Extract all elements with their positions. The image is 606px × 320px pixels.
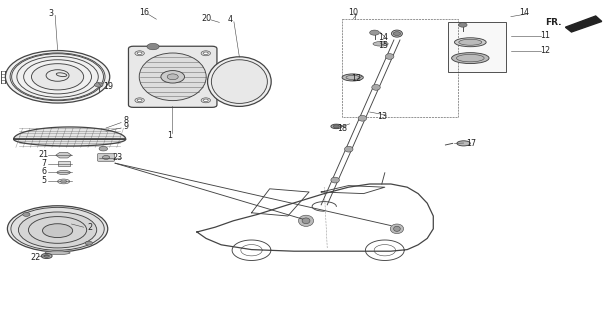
Ellipse shape bbox=[5, 51, 110, 103]
Circle shape bbox=[102, 156, 110, 159]
Text: 23: 23 bbox=[113, 153, 122, 162]
Text: 5: 5 bbox=[41, 176, 46, 185]
Ellipse shape bbox=[394, 226, 401, 231]
Ellipse shape bbox=[457, 141, 470, 146]
Circle shape bbox=[22, 212, 30, 216]
Text: 19: 19 bbox=[103, 82, 113, 91]
Circle shape bbox=[135, 51, 144, 56]
Text: 9: 9 bbox=[124, 122, 128, 131]
Ellipse shape bbox=[344, 146, 353, 152]
Text: 14: 14 bbox=[378, 33, 388, 42]
Ellipse shape bbox=[451, 53, 489, 64]
Circle shape bbox=[147, 44, 159, 50]
Text: 18: 18 bbox=[338, 124, 347, 132]
Ellipse shape bbox=[44, 255, 50, 257]
Ellipse shape bbox=[18, 212, 97, 248]
Ellipse shape bbox=[57, 170, 70, 175]
Ellipse shape bbox=[391, 30, 402, 37]
Ellipse shape bbox=[390, 224, 404, 234]
Circle shape bbox=[99, 147, 108, 151]
Ellipse shape bbox=[342, 74, 364, 81]
Text: 12: 12 bbox=[541, 46, 550, 55]
Circle shape bbox=[85, 241, 93, 245]
Polygon shape bbox=[14, 127, 126, 146]
Ellipse shape bbox=[42, 224, 73, 237]
Ellipse shape bbox=[302, 218, 310, 224]
Ellipse shape bbox=[299, 215, 314, 227]
Ellipse shape bbox=[41, 253, 52, 259]
Text: 13: 13 bbox=[377, 112, 387, 121]
Ellipse shape bbox=[61, 180, 67, 183]
Ellipse shape bbox=[372, 84, 381, 90]
Text: 21: 21 bbox=[39, 150, 48, 159]
Circle shape bbox=[167, 74, 178, 80]
Ellipse shape bbox=[211, 60, 267, 103]
Text: 10: 10 bbox=[348, 8, 358, 17]
Circle shape bbox=[204, 99, 208, 101]
Ellipse shape bbox=[28, 217, 87, 243]
Polygon shape bbox=[565, 16, 602, 32]
Ellipse shape bbox=[331, 124, 342, 129]
Circle shape bbox=[135, 98, 144, 103]
Text: 15: 15 bbox=[378, 41, 388, 50]
FancyBboxPatch shape bbox=[98, 154, 115, 161]
Text: 3: 3 bbox=[48, 9, 53, 18]
Circle shape bbox=[459, 23, 467, 27]
Ellipse shape bbox=[45, 251, 70, 255]
Ellipse shape bbox=[385, 53, 394, 60]
Text: 7: 7 bbox=[41, 159, 46, 168]
Ellipse shape bbox=[454, 38, 486, 47]
Polygon shape bbox=[56, 152, 72, 158]
Bar bbox=[58, 161, 70, 166]
Circle shape bbox=[201, 98, 210, 103]
Ellipse shape bbox=[331, 177, 339, 183]
Ellipse shape bbox=[7, 206, 108, 252]
Text: 8: 8 bbox=[124, 116, 128, 125]
Circle shape bbox=[370, 30, 379, 35]
Text: 1: 1 bbox=[167, 131, 172, 140]
Circle shape bbox=[333, 125, 339, 128]
Ellipse shape bbox=[373, 42, 388, 46]
Text: 17: 17 bbox=[467, 139, 476, 148]
Ellipse shape bbox=[11, 207, 104, 250]
Bar bbox=[448, 22, 506, 72]
Circle shape bbox=[95, 83, 103, 87]
Ellipse shape bbox=[139, 53, 206, 100]
Text: 14: 14 bbox=[519, 8, 529, 17]
Circle shape bbox=[161, 71, 184, 83]
Circle shape bbox=[204, 52, 208, 54]
Text: FR.: FR. bbox=[545, 18, 562, 27]
Ellipse shape bbox=[459, 39, 482, 45]
Text: 6: 6 bbox=[41, 167, 46, 176]
Circle shape bbox=[137, 99, 142, 101]
Text: 4: 4 bbox=[228, 15, 233, 24]
Text: 22: 22 bbox=[30, 253, 40, 262]
Ellipse shape bbox=[32, 64, 84, 90]
Text: 11: 11 bbox=[541, 31, 550, 40]
Text: 20: 20 bbox=[201, 14, 211, 23]
Text: 2: 2 bbox=[87, 223, 92, 232]
Circle shape bbox=[137, 52, 142, 54]
FancyBboxPatch shape bbox=[128, 46, 217, 108]
Text: 16: 16 bbox=[139, 8, 149, 17]
Ellipse shape bbox=[58, 179, 70, 184]
Ellipse shape bbox=[207, 57, 271, 107]
Circle shape bbox=[393, 32, 401, 36]
Text: 12: 12 bbox=[351, 74, 361, 83]
Circle shape bbox=[201, 51, 210, 56]
Ellipse shape bbox=[358, 116, 367, 121]
